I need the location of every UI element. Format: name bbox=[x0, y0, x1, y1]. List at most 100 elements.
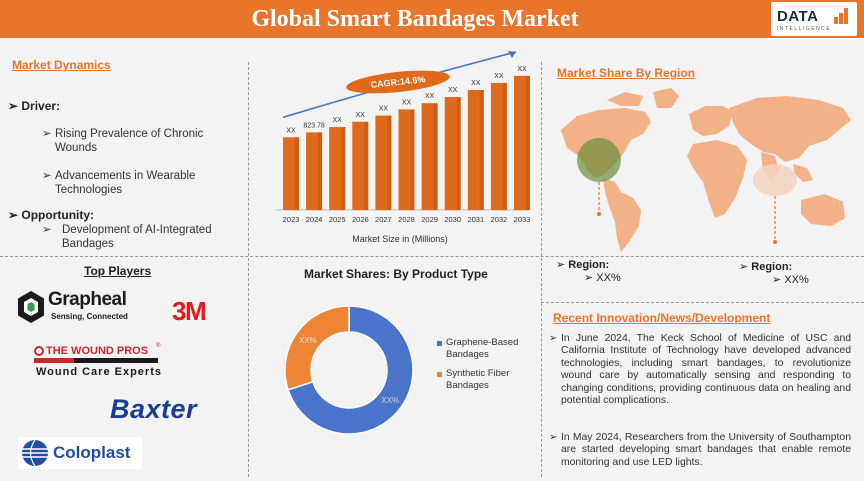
tick-label-2023: 2023 bbox=[283, 215, 300, 224]
woundpros-stripe bbox=[34, 358, 158, 363]
logo-bars-icon bbox=[834, 8, 852, 24]
pointer-dot-asia bbox=[773, 240, 777, 244]
woundpros-circle-icon bbox=[34, 346, 44, 356]
data-label-2028: XX bbox=[402, 99, 412, 106]
bar-2031 bbox=[467, 90, 484, 210]
bullet-arrow-icon: ➢ bbox=[584, 272, 597, 284]
divider-right bbox=[541, 62, 542, 477]
product-type-title: Market Shares: By Product Type bbox=[304, 267, 488, 281]
tick-label-2026: 2026 bbox=[352, 215, 369, 224]
tick-label-2028: 2028 bbox=[398, 215, 415, 224]
tick-label-2030: 2030 bbox=[444, 215, 461, 224]
pointer-dot-north-america bbox=[597, 212, 601, 216]
map-title: Market Share By Region bbox=[557, 66, 696, 80]
bar-shade-2031 bbox=[479, 90, 484, 210]
divider-left bbox=[248, 62, 249, 477]
bar-shade-2023 bbox=[295, 137, 299, 210]
bullet-arrow-icon: ➢ bbox=[772, 274, 785, 286]
tick-label-2027: 2027 bbox=[375, 215, 392, 224]
tick-label-2032: 2032 bbox=[491, 215, 508, 224]
data-label-2025: XX bbox=[333, 117, 343, 124]
bar-2029 bbox=[421, 103, 438, 210]
trend-arrowhead-icon bbox=[508, 50, 516, 58]
bar-shade-2025 bbox=[341, 127, 346, 210]
product-type-donut-chart: XX% XX% bbox=[284, 305, 414, 435]
bullet-arrow-icon: ➢ bbox=[549, 432, 558, 443]
bar-shade-2027 bbox=[387, 115, 392, 210]
bar-2027 bbox=[375, 115, 392, 210]
grapheal-name: Grapheal bbox=[48, 289, 127, 310]
header-banner: Global Smart Bandages Market DATA INTELL… bbox=[0, 0, 864, 38]
opportunity-heading: ➢ Opportunity: bbox=[8, 208, 95, 222]
bullet-arrow-icon: ➢ bbox=[556, 259, 569, 271]
cagr-badge bbox=[346, 70, 450, 94]
bar-2030 bbox=[444, 97, 461, 210]
woundpros-name: THE WOUND PROS bbox=[46, 345, 149, 357]
tick-label-2033: 2033 bbox=[514, 215, 531, 224]
grapheal-tagline: Sensing, Connected bbox=[51, 312, 128, 321]
bullet-arrow-icon: ➢ bbox=[739, 261, 752, 273]
bullet-arrow-icon: ➢ bbox=[42, 170, 52, 182]
driver-heading: ➢ Driver: bbox=[8, 99, 61, 113]
bullet-arrow-icon: ➢ bbox=[8, 99, 22, 113]
divider-middle bbox=[0, 256, 864, 257]
bullet-arrow-icon: ➢ bbox=[8, 208, 22, 222]
news-title: Recent Innovation/News/Development bbox=[553, 311, 771, 325]
donut-slice-0 bbox=[287, 305, 414, 435]
bar-2023 bbox=[283, 137, 299, 210]
legend-label-graphene: Graphene-Based Bandages bbox=[446, 337, 519, 360]
logo-subtext: INTELLIGENCE bbox=[777, 26, 832, 32]
region-1-value: ➢ XX% bbox=[584, 272, 621, 284]
bar-2024 bbox=[306, 132, 323, 210]
bar-2033 bbox=[514, 75, 530, 210]
driver-item-2: ➢ Advancements in Wearable Technologies bbox=[42, 170, 196, 196]
bar-shade-2028 bbox=[410, 109, 415, 210]
woundpros-logo: THE WOUND PROS ® Wound Care Experts bbox=[34, 343, 164, 379]
data-label-2026: XX bbox=[356, 112, 366, 119]
bar-shade-2030 bbox=[456, 97, 461, 210]
market-size-bar-chart: XX 2023 823.78 2024 XX 2025 XX 2026 XX 2027 XX 2028… bbox=[276, 50, 531, 244]
legend-label-synthetic: Synthetic Fiber Bandages bbox=[446, 368, 510, 391]
woundpros-stripe-red bbox=[34, 358, 74, 363]
3m-logo: 3M bbox=[172, 296, 207, 326]
bullet-arrow-icon: ➢ bbox=[549, 333, 558, 344]
grapheal-hex-icon bbox=[18, 291, 44, 323]
page-title: Global Smart Bandages Market bbox=[251, 6, 579, 32]
bullet-arrow-icon: ➢ bbox=[42, 224, 52, 236]
coloplast-logo: Coloplast bbox=[18, 437, 142, 469]
divider-news bbox=[541, 302, 864, 303]
data-label-2024: 823.78 bbox=[303, 122, 325, 129]
highlight-north-america bbox=[577, 138, 621, 182]
grapheal-logo: Grapheal Sensing, Connected bbox=[16, 289, 130, 324]
data-label-2029: XX bbox=[425, 93, 435, 100]
data-label-2023: XX bbox=[286, 127, 296, 134]
coloplast-globe-icon bbox=[22, 439, 48, 467]
bar-2025 bbox=[329, 127, 346, 210]
company-logo: DATA INTELLIGENCE bbox=[771, 2, 857, 36]
coloplast-name: Coloplast bbox=[53, 443, 131, 462]
bar-2026 bbox=[352, 121, 369, 210]
bullet-arrow-icon: ➢ bbox=[42, 128, 52, 140]
bar-2032 bbox=[490, 82, 507, 210]
market-dynamics-title: Market Dynamics bbox=[12, 58, 111, 72]
data-label-2027: XX bbox=[379, 106, 389, 113]
data-label-2033: XX bbox=[517, 66, 527, 73]
bar-shade-2024 bbox=[318, 132, 323, 210]
world-map bbox=[561, 88, 851, 252]
tick-label-2031: 2031 bbox=[467, 215, 484, 224]
highlight-asia bbox=[753, 164, 797, 196]
donut-label-0: XX% bbox=[381, 396, 399, 405]
legend-swatch-synthetic bbox=[437, 372, 442, 377]
news-item-1: ➢ In June 2024, The Keck School of Medic… bbox=[549, 333, 851, 407]
top-players-title: Top Players bbox=[84, 264, 152, 278]
bar-shade-2026 bbox=[364, 121, 369, 210]
data-label-2031: XX bbox=[471, 80, 481, 87]
region-2-value: ➢ XX% bbox=[772, 274, 809, 286]
tick-label-2029: 2029 bbox=[421, 215, 438, 224]
tick-label-2025: 2025 bbox=[329, 215, 346, 224]
baxter-logo: Baxter bbox=[110, 394, 198, 424]
bar-shade-2032 bbox=[502, 82, 507, 210]
woundpros-tagline: Wound Care Experts bbox=[36, 366, 162, 378]
logo-text: DATA bbox=[777, 8, 819, 25]
region-1-label: ➢ Region: bbox=[556, 259, 610, 271]
